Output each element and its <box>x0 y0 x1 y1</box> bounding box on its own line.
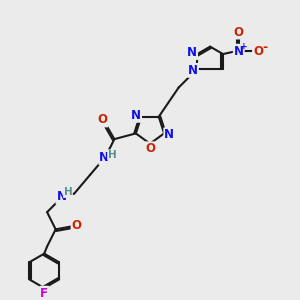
Text: N: N <box>234 45 244 58</box>
Text: O: O <box>253 45 263 58</box>
Text: N: N <box>188 64 198 77</box>
Text: N: N <box>131 109 141 122</box>
Text: F: F <box>40 287 48 300</box>
Text: -: - <box>262 41 267 54</box>
Text: N: N <box>56 190 66 203</box>
Text: O: O <box>234 26 244 38</box>
Text: O: O <box>97 113 107 126</box>
Text: N: N <box>164 128 174 141</box>
Text: O: O <box>145 142 155 155</box>
Text: N: N <box>187 46 197 59</box>
Text: H: H <box>64 188 72 197</box>
Text: H: H <box>108 150 116 160</box>
Text: O: O <box>72 218 82 232</box>
Text: N: N <box>99 151 109 164</box>
Text: +: + <box>240 42 248 51</box>
